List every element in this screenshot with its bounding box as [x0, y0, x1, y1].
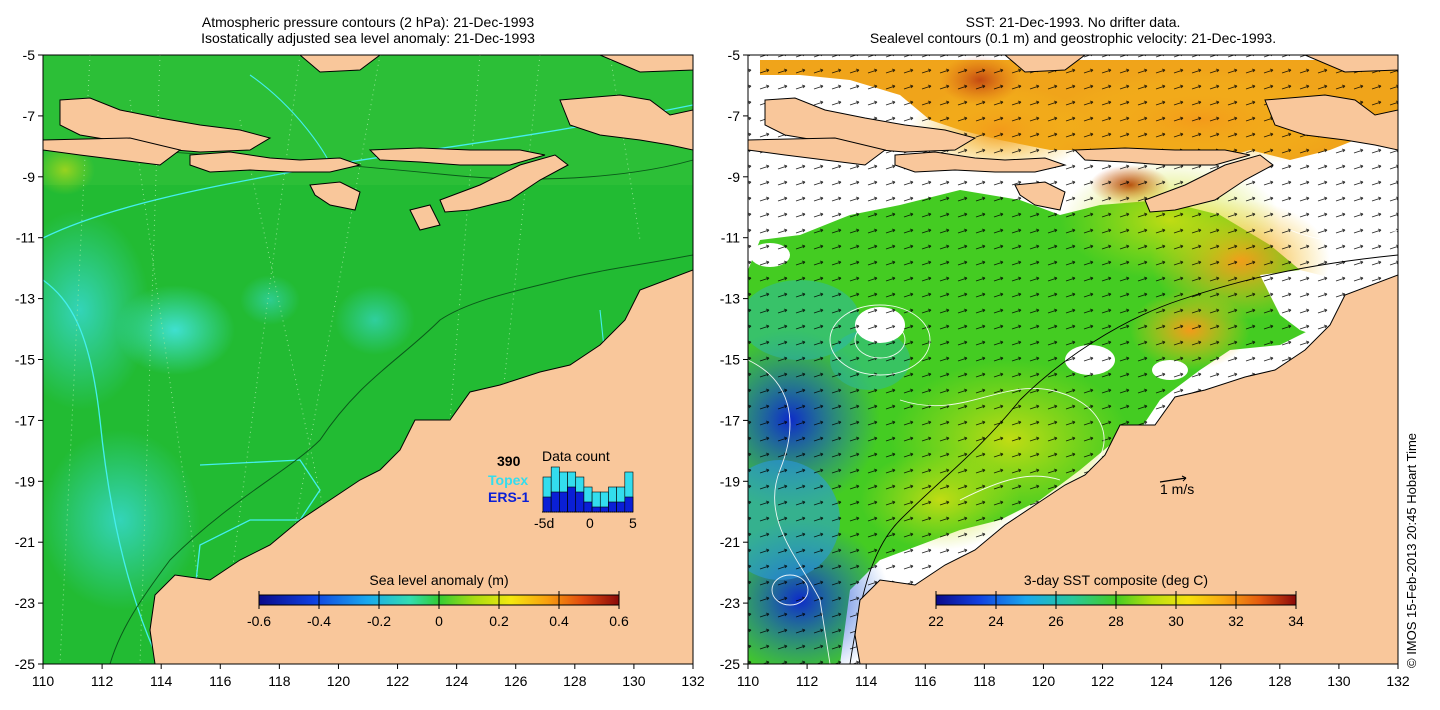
data-count-tick-end: 5	[629, 515, 637, 531]
left-colorbar-tick: -0.2	[367, 613, 391, 629]
left-colorbar-tick: 0.2	[489, 613, 509, 629]
land-right	[748, 55, 1398, 664]
left-lat-tick-label: -21	[15, 534, 35, 550]
left-lon-tick-label: 120	[327, 673, 351, 689]
ers1-count-bar	[550, 491, 560, 513]
ers1-count-bar	[599, 506, 609, 513]
left-lon-tick-label: 116	[209, 673, 232, 689]
right-lon-tick-label: 112	[796, 673, 819, 689]
left-lon-tick-label: 112	[91, 673, 114, 689]
left-colorbar-tick: 0.6	[609, 613, 629, 629]
left-lat-tick-label: -25	[15, 656, 35, 672]
left-lat-tick-label: -7	[23, 108, 36, 124]
right-lat-tick-label: -17	[720, 412, 740, 428]
left-lon-tick-label: 114	[150, 673, 173, 689]
ers1-count-bar	[616, 501, 626, 513]
right-lon-tick-label: 110	[737, 673, 760, 689]
land-left	[43, 55, 693, 664]
right-map-title: SST: 21-Dec-1993. No drifter data. Seale…	[748, 14, 1398, 46]
right-lat-tick-label: -21	[720, 534, 740, 550]
left-lat-tick-label: -5	[23, 47, 36, 63]
right-lat-tick-label: -23	[720, 595, 740, 611]
left-colorbar-tick: -0.4	[307, 613, 331, 629]
data-count-inset: 390 Data count Topex ERS-1 -5d 0 5	[488, 448, 637, 531]
right-lon-tick-label: 120	[1032, 673, 1056, 689]
right-lat-tick-label: -5	[728, 47, 741, 63]
right-lat-tick-label: -7	[728, 108, 741, 124]
right-colorbar-tick: 32	[1228, 613, 1244, 629]
left-colorbar-title: Sea level anomaly (m)	[369, 572, 508, 588]
topex-label: Topex	[488, 472, 528, 488]
ers1-count-bar	[559, 491, 568, 513]
right-colorbar-tick: 24	[988, 613, 1004, 629]
right-lon-tick-label: 130	[1327, 673, 1351, 689]
right-lat-tick-label: -11	[721, 230, 740, 246]
right-colorbar-tick: 22	[928, 613, 944, 629]
credit-text: © IMOS 15-Feb-2013 20:45 Hobart Time	[1404, 432, 1419, 668]
data-count-title: Data count	[542, 448, 610, 464]
data-count-tick-start: -5d	[534, 515, 554, 531]
right-lon-tick-label: 116	[914, 673, 937, 689]
left-lon-tick-label: 122	[386, 673, 410, 689]
right-colorbar: 3-day SST composite (deg C) 22 24 26 28 30 32…	[928, 572, 1304, 629]
ers1-label: ERS-1	[488, 489, 529, 505]
ers1-count-bar	[591, 506, 601, 513]
right-lat-tick-label: -13	[720, 291, 740, 307]
right-lat-tick-label: -19	[720, 473, 740, 489]
ers1-count-bar	[575, 491, 585, 513]
right-colorbar-tick: 26	[1048, 613, 1064, 629]
left-lon-tick-label: 110	[32, 673, 55, 689]
left-lon-tick-label: 124	[445, 673, 469, 689]
left-map-title: Atmospheric pressure contours (2 hPa): 2…	[43, 14, 693, 46]
left-lat-tick-label: -19	[15, 473, 35, 489]
right-lon-tick-label: 118	[973, 673, 996, 689]
right-title-line2: Sealevel contours (0.1 m) and geostrophi…	[869, 30, 1277, 46]
left-lon-tick-label: 130	[622, 673, 646, 689]
ers1-count-bar	[583, 501, 593, 513]
left-colorbar-tick: -0.6	[247, 613, 271, 629]
ers1-count-bar	[567, 486, 577, 513]
left-map	[43, 55, 693, 664]
left-lat-tick-label: -23	[15, 595, 35, 611]
left-lat-tick-label: -9	[23, 169, 36, 185]
left-title-line1: Atmospheric pressure contours (2 hPa): 2…	[201, 14, 535, 30]
left-lat-tick-label: -15	[15, 352, 35, 368]
left-lon-tick-label: 132	[681, 673, 705, 689]
right-colorbar-tick: 34	[1288, 613, 1304, 629]
ers1-count-bar	[608, 501, 617, 513]
left-title-line2: Isostatically adjusted sea level anomaly…	[201, 30, 535, 46]
left-lat-tick-label: -17	[15, 412, 35, 428]
right-lon-tick-label: 132	[1386, 673, 1410, 689]
right-lon-tick-label: 122	[1091, 673, 1115, 689]
data-count-total: 390	[497, 453, 521, 469]
left-colorbar-tick: 0.4	[549, 613, 569, 629]
right-lon-tick-label: 114	[855, 673, 878, 689]
right-map: 1 m/s	[748, 55, 1398, 664]
right-lat-tick-label: -15	[720, 352, 740, 368]
right-colorbar-tick: 28	[1108, 613, 1124, 629]
left-lon-tick-label: 118	[268, 673, 291, 689]
left-lat-tick-label: -11	[16, 230, 35, 246]
velocity-scale-label: 1 m/s	[1160, 481, 1194, 497]
right-lat-tick-label: -9	[728, 169, 741, 185]
right-colorbar-tick: 30	[1168, 613, 1184, 629]
right-title-line1: SST: 21-Dec-1993. No drifter data.	[965, 14, 1181, 30]
right-lon-tick-label: 126	[1209, 673, 1233, 689]
left-lon-tick-label: 128	[563, 673, 587, 689]
right-lat-tick-label: -25	[720, 656, 740, 672]
right-colorbar-title: 3-day SST composite (deg C)	[1024, 572, 1208, 588]
left-colorbar-tick: 0	[435, 613, 443, 629]
left-lat-tick-label: -13	[15, 291, 35, 307]
right-lon-tick-label: 128	[1268, 673, 1292, 689]
ers1-count-bar	[542, 496, 552, 513]
left-colorbar: Sea level anomaly (m) -0.6 -0.4 -0.2 0 0.2 0.…	[247, 572, 629, 629]
right-lon-tick-label: 124	[1150, 673, 1174, 689]
data-count-tick-mid: 0	[586, 515, 594, 531]
ers1-count-bar	[624, 496, 634, 513]
left-lon-tick-label: 126	[504, 673, 528, 689]
